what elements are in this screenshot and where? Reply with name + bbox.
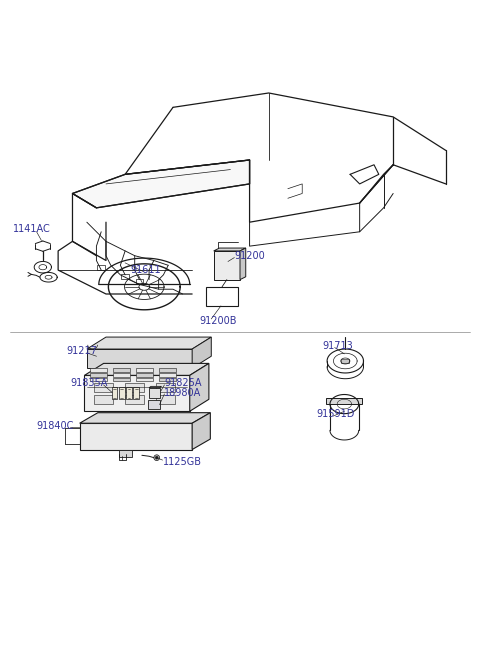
Bar bbox=[159, 377, 176, 381]
Polygon shape bbox=[240, 248, 246, 280]
Polygon shape bbox=[192, 413, 210, 449]
Polygon shape bbox=[148, 400, 159, 409]
Polygon shape bbox=[133, 387, 139, 400]
Polygon shape bbox=[84, 364, 209, 375]
Polygon shape bbox=[119, 449, 132, 457]
Polygon shape bbox=[87, 349, 192, 368]
Polygon shape bbox=[341, 358, 349, 364]
Polygon shape bbox=[72, 160, 250, 208]
Text: 91200B: 91200B bbox=[199, 316, 237, 326]
Text: 91200: 91200 bbox=[234, 251, 265, 261]
Polygon shape bbox=[326, 398, 362, 404]
Bar bbox=[94, 396, 113, 404]
Polygon shape bbox=[84, 375, 190, 411]
Bar bbox=[156, 383, 175, 392]
Bar bbox=[136, 278, 144, 284]
Polygon shape bbox=[149, 388, 159, 398]
Bar bbox=[121, 274, 129, 278]
Text: 1141AC: 1141AC bbox=[12, 225, 50, 234]
Bar bbox=[113, 368, 130, 372]
Text: 91835A: 91835A bbox=[70, 379, 108, 388]
Bar bbox=[136, 368, 153, 372]
Bar bbox=[113, 373, 130, 377]
Polygon shape bbox=[149, 386, 161, 388]
Polygon shape bbox=[112, 387, 118, 400]
Circle shape bbox=[154, 455, 159, 460]
Text: 18980A: 18980A bbox=[164, 388, 202, 398]
Bar bbox=[136, 373, 153, 377]
Polygon shape bbox=[80, 423, 192, 449]
Text: 91217: 91217 bbox=[67, 346, 97, 356]
Bar bbox=[90, 368, 107, 372]
Text: 1125GB: 1125GB bbox=[162, 457, 202, 468]
Text: 91591D: 91591D bbox=[317, 409, 355, 419]
Bar bbox=[159, 373, 176, 377]
Polygon shape bbox=[87, 337, 211, 349]
Bar bbox=[136, 377, 153, 381]
Text: 91611: 91611 bbox=[130, 265, 160, 275]
Polygon shape bbox=[214, 248, 246, 251]
Bar bbox=[97, 265, 105, 270]
Polygon shape bbox=[80, 413, 210, 423]
Bar bbox=[125, 383, 144, 392]
Bar bbox=[94, 383, 113, 392]
Polygon shape bbox=[190, 364, 209, 411]
Bar bbox=[90, 373, 107, 377]
Bar bbox=[125, 396, 144, 404]
Polygon shape bbox=[192, 337, 211, 368]
Polygon shape bbox=[126, 387, 132, 400]
Bar bbox=[156, 396, 175, 404]
Polygon shape bbox=[119, 387, 125, 400]
Text: 91825A: 91825A bbox=[164, 379, 202, 388]
Circle shape bbox=[156, 457, 158, 459]
Bar bbox=[159, 368, 176, 372]
Bar bbox=[113, 377, 130, 381]
Bar bbox=[90, 377, 107, 381]
Text: 91840C: 91840C bbox=[36, 421, 74, 430]
Text: 91713: 91713 bbox=[323, 341, 353, 350]
Polygon shape bbox=[214, 251, 240, 280]
